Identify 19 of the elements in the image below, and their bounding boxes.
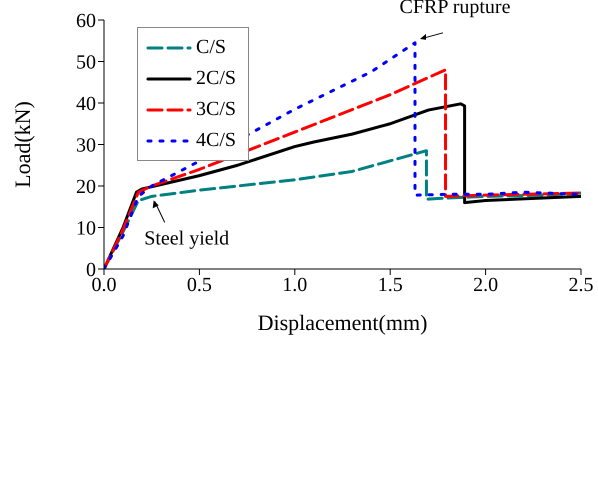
y-axis-title: Load(kN) [10,101,35,188]
legend-label: 3C/S [196,98,236,121]
annotation: CFRP rupture [400,0,511,18]
legend-label: 4C/S [196,129,236,152]
x-tick-label: 1.5 [378,274,403,296]
y-tick-label: 40 [76,93,96,116]
legend-label: 2C/S [196,67,236,90]
x-tick-label: 2.0 [473,274,498,296]
y-tick-label: 10 [76,218,96,240]
y-tick-label: 30 [76,134,96,157]
x-tick-label: 1.0 [282,274,308,296]
y-tick-label: 20 [76,176,96,198]
x-axis-title: Displacement(mm) [258,310,428,335]
y-tick-label: 50 [76,52,96,74]
x-tick-label: 0.5 [186,274,212,296]
x-tick-label: 2.5 [568,274,594,296]
annotation: Steel yield [144,227,230,250]
legend-label: C/S [196,36,226,59]
y-tick-label: 60 [76,10,96,32]
